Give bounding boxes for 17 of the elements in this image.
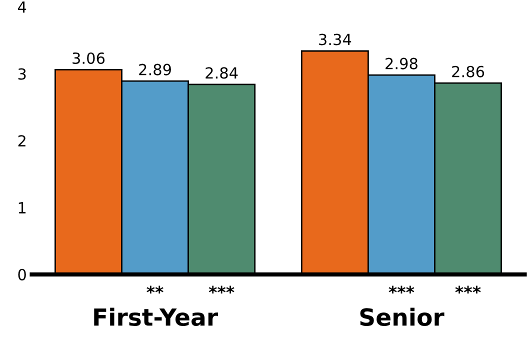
x-tick-label: Senior [360, 308, 444, 326]
data-label: 2.84 [206, 67, 238, 79]
x-tick-label: First-Year [94, 308, 218, 326]
y-tick-label: 0 [18, 268, 26, 280]
y-tick-label: 3 [18, 68, 26, 80]
text: *** [455, 286, 481, 294]
y-tick-label: 1 [18, 202, 26, 214]
y-tick-label: 2 [18, 135, 26, 146]
data-label: 2.98 [386, 58, 418, 70]
data-label: 3.34 [319, 34, 352, 46]
text: ** [146, 286, 164, 294]
text: *** [208, 286, 234, 294]
data-label: 2.89 [139, 64, 171, 76]
data-label: 3.06 [72, 52, 105, 64]
data-label: 2.86 [452, 66, 484, 78]
y-tick-label: 4 [18, 2, 26, 13]
text: *** [388, 286, 414, 294]
